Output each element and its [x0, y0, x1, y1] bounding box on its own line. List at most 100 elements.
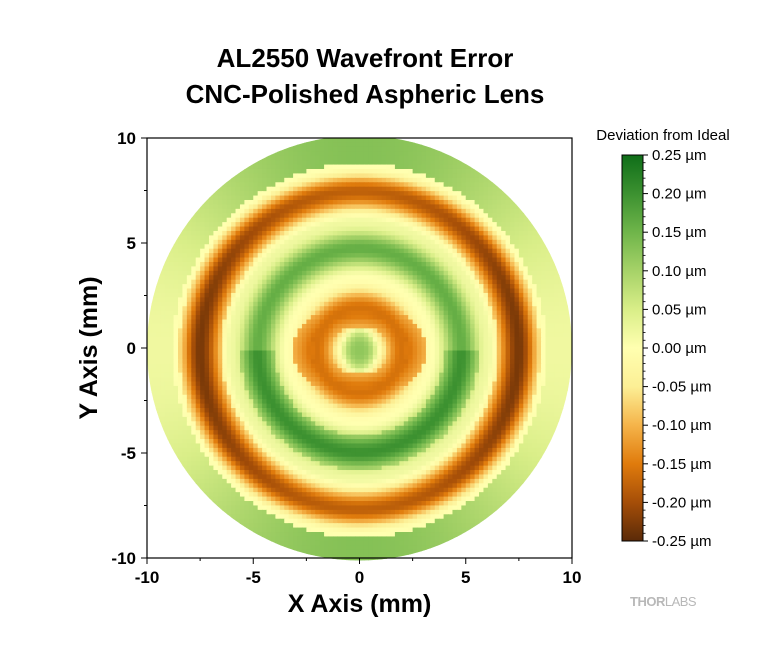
heatmap-cell [514, 266, 520, 272]
heatmap-cell [430, 266, 436, 272]
heatmap-cell [363, 288, 369, 294]
heatmap-cell [332, 368, 338, 374]
heatmap-cell [448, 346, 454, 352]
heatmap-cell [200, 310, 206, 316]
heatmap-cell [177, 288, 184, 294]
heatmap-cell [483, 208, 489, 214]
heatmap-cell [239, 182, 245, 188]
heatmap-cell [341, 244, 347, 250]
heatmap-cell [496, 239, 502, 245]
heatmap-cell [386, 204, 392, 210]
heatmap-cell [332, 266, 338, 272]
heatmap-cell [470, 248, 476, 254]
heatmap-cell [293, 306, 299, 312]
heatmap-cell [368, 146, 374, 152]
heatmap-cell [408, 381, 414, 387]
heatmap-cell [541, 315, 547, 321]
heatmap-cell [523, 390, 529, 396]
heatmap-cell [350, 332, 356, 338]
heatmap-cell [425, 275, 431, 281]
heatmap-cell [257, 204, 263, 210]
heatmap-cell [474, 275, 480, 281]
heatmap-cell [279, 385, 285, 391]
heatmap-cell [443, 222, 449, 228]
heatmap-cell [186, 257, 192, 263]
heatmap-cell [297, 253, 303, 259]
heatmap-cell [301, 319, 307, 325]
heatmap-cell [288, 226, 294, 232]
heatmap-cell [288, 315, 294, 321]
heatmap-cell [244, 377, 250, 383]
heatmap-cell [408, 310, 414, 316]
heatmap-cell [363, 270, 369, 276]
heatmap-cell [310, 346, 316, 352]
heatmap-cell [270, 288, 276, 294]
heatmap-cell [164, 332, 170, 338]
heatmap-cell [430, 332, 436, 338]
heatmap-cell [147, 359, 153, 365]
heatmap-cell [386, 350, 392, 356]
heatmap-cell [319, 248, 325, 254]
heatmap-cell [474, 182, 480, 188]
heatmap-cell [479, 266, 485, 272]
heatmap-cell [213, 261, 219, 267]
heatmap-cell [412, 337, 418, 343]
heatmap-cell [350, 164, 356, 170]
heatmap-cell [173, 239, 179, 245]
heatmap-cell [270, 257, 276, 263]
heatmap-cell [479, 381, 485, 387]
heatmap-cell [301, 359, 307, 365]
heatmap-cell [270, 177, 276, 183]
heatmap-cell [262, 359, 268, 365]
heatmap-cell [310, 372, 316, 378]
heatmap-cell [381, 160, 387, 166]
heatmap-cell [350, 208, 356, 214]
heatmap-cell [315, 301, 321, 307]
heatmap-cell [492, 204, 498, 210]
heatmap-cell [324, 239, 330, 245]
heatmap-cell [275, 191, 281, 197]
heatmap-cell [479, 191, 485, 197]
heatmap-cell [399, 377, 405, 383]
heatmap-cell [288, 164, 294, 170]
heatmap-cell [399, 173, 405, 179]
heatmap-cell [182, 270, 188, 276]
heatmap-cell [501, 261, 507, 267]
heatmap-cell [350, 301, 356, 307]
heatmap-cell [270, 354, 276, 360]
heatmap-cell [421, 385, 427, 391]
heatmap-cell [288, 239, 294, 245]
heatmap-cell [301, 177, 307, 183]
heatmap-cell [363, 186, 369, 192]
heatmap-cell [381, 248, 387, 254]
heatmap-cell [297, 199, 303, 206]
heatmap-cell [186, 328, 192, 334]
heatmap-cell [536, 368, 542, 374]
heatmap-cell [182, 315, 188, 321]
heatmap-cell [217, 381, 223, 387]
heatmap-cell [186, 390, 192, 396]
heatmap-cell [257, 213, 263, 219]
heatmap-cell [554, 354, 560, 360]
heatmap-cell [346, 168, 352, 175]
heatmap-cell [425, 168, 431, 175]
heatmap-cell [222, 337, 228, 343]
heatmap-cell [319, 310, 325, 316]
heatmap-cell [430, 155, 436, 161]
heatmap-cell [275, 372, 281, 378]
heatmap-cell [253, 315, 259, 321]
heatmap-cell [377, 226, 383, 232]
heatmap-cell [341, 160, 347, 166]
heatmap-cell [394, 346, 400, 352]
heatmap-cell [284, 323, 290, 329]
heatmap-cell [270, 319, 276, 325]
heatmap-cell [372, 239, 378, 245]
heatmap-cell [377, 275, 383, 281]
heatmap-cell [359, 328, 365, 334]
heatmap-cell [177, 301, 184, 307]
heatmap-cell [421, 381, 427, 387]
heatmap-cell [186, 248, 192, 254]
heatmap-cell [377, 301, 383, 307]
heatmap-cell [315, 239, 321, 245]
heatmap-cell [208, 217, 215, 223]
